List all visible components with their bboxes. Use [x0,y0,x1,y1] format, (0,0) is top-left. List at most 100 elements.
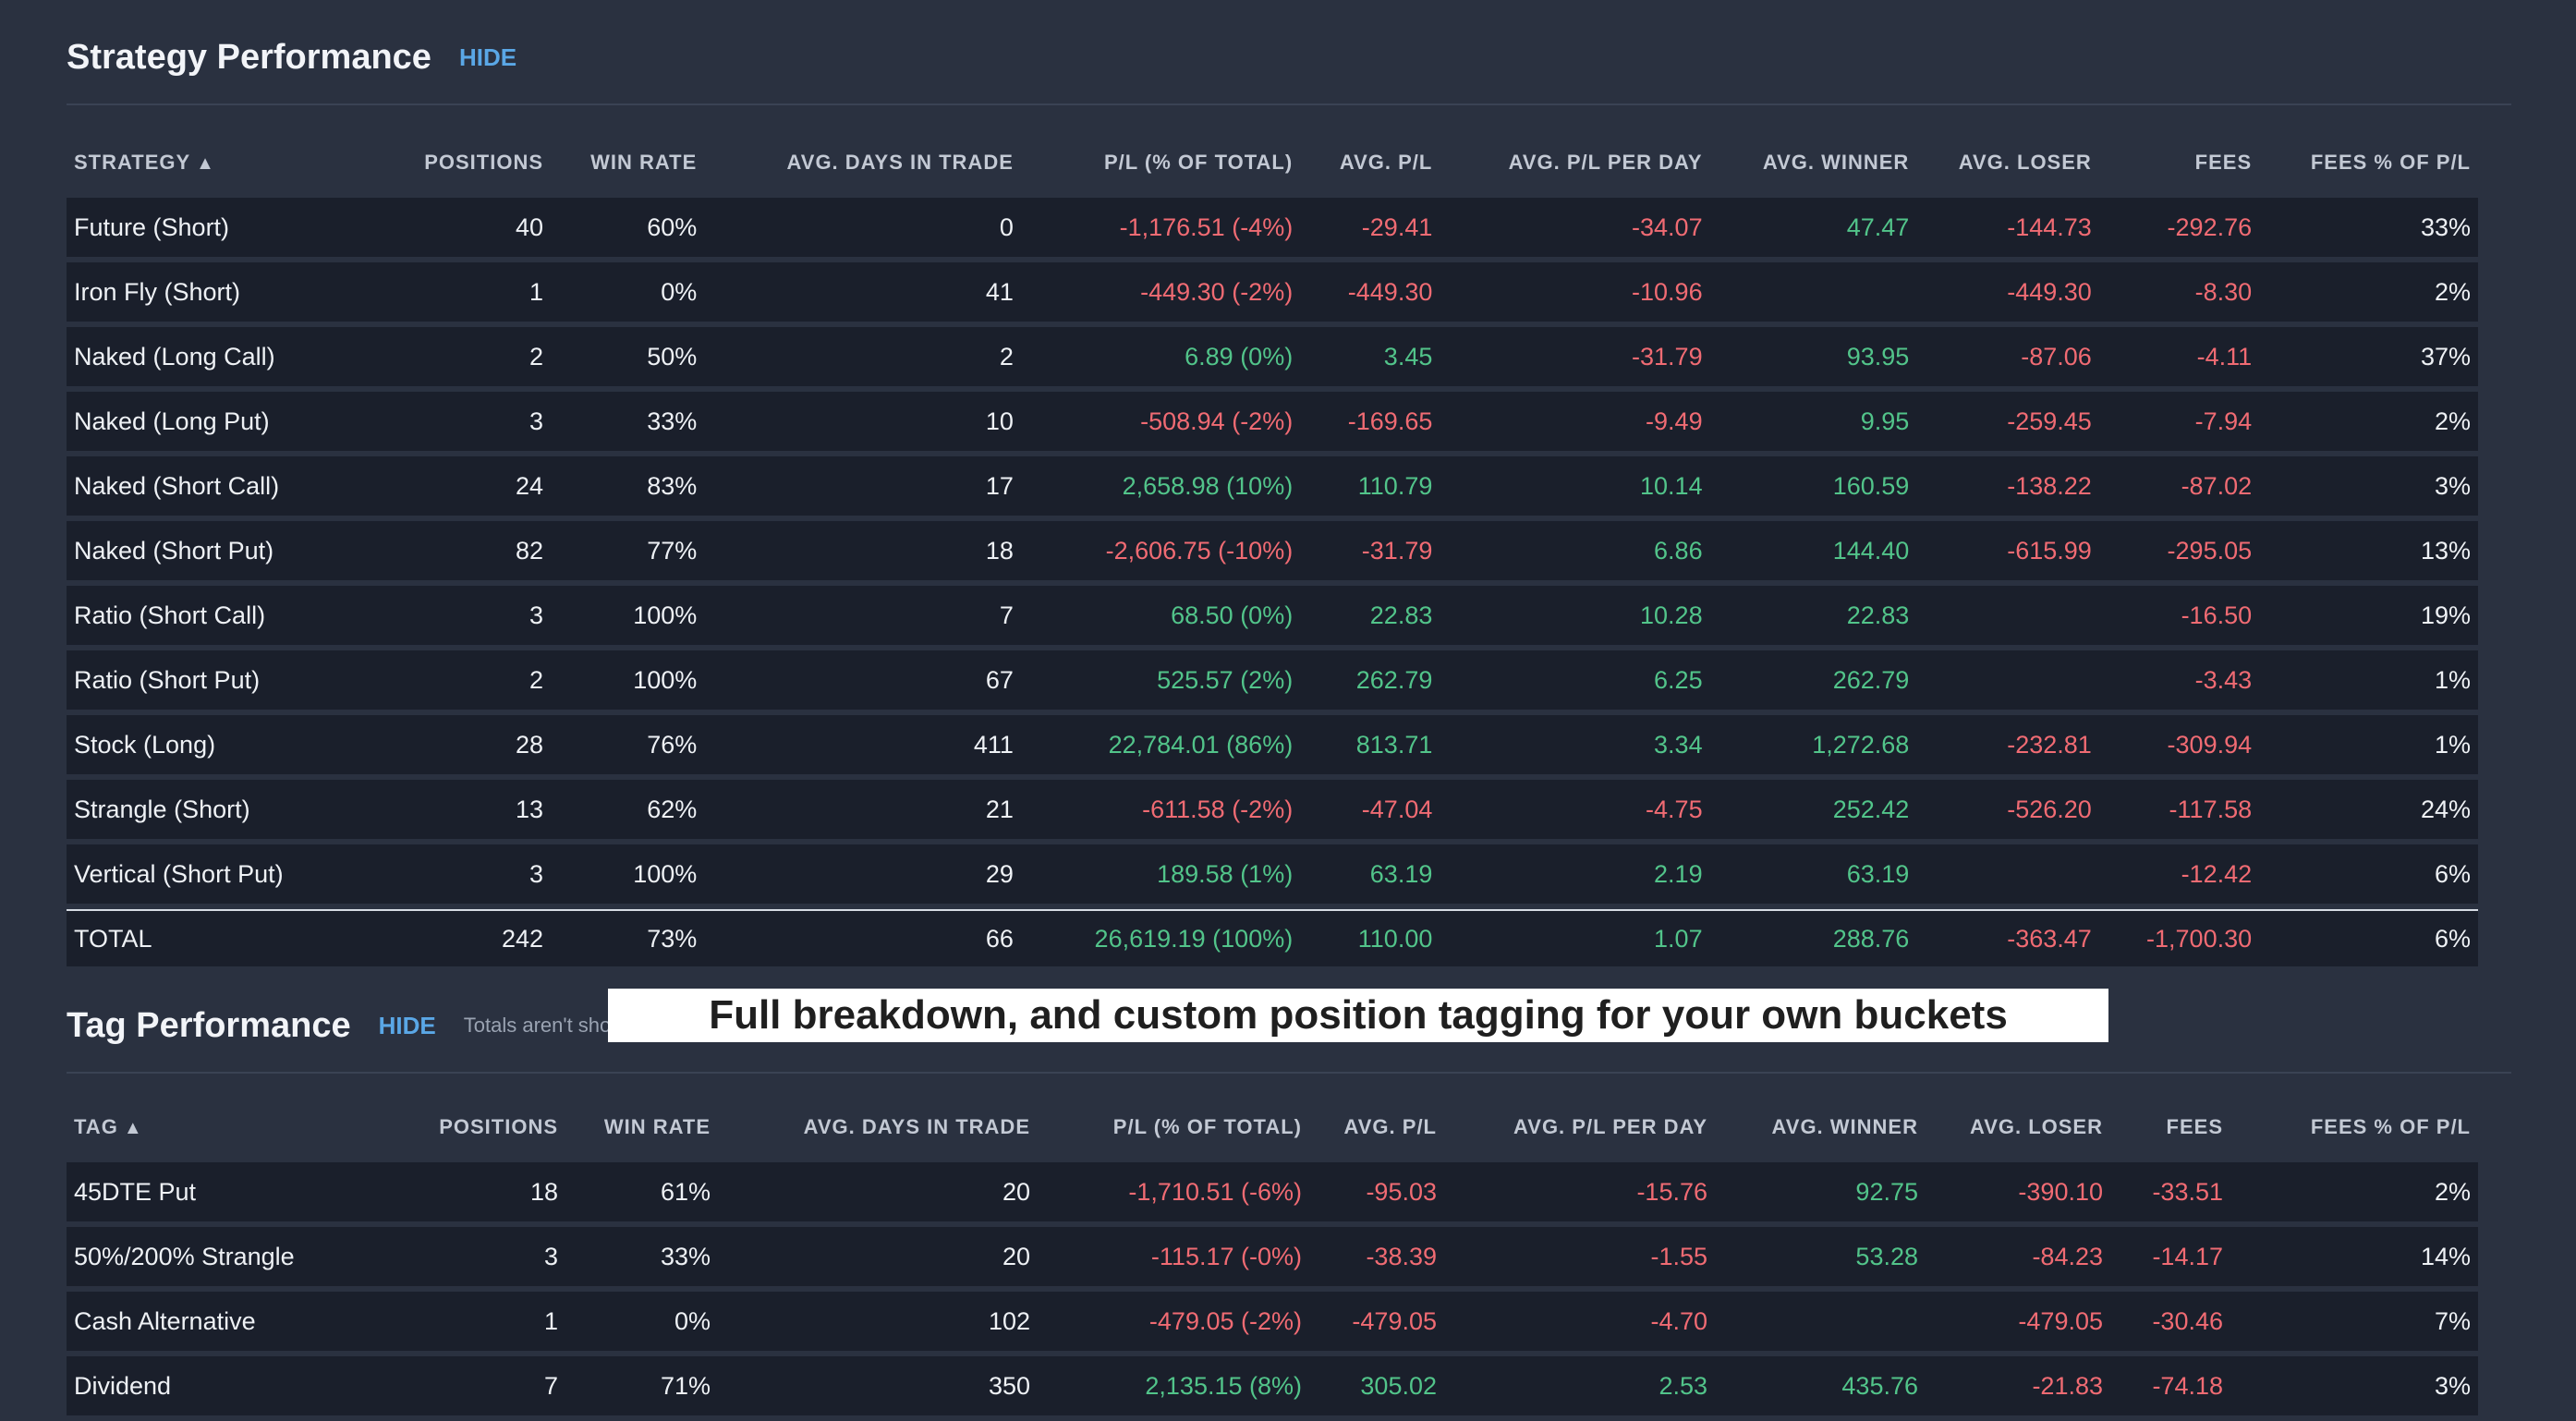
cell-avg-days: 29 [704,844,1021,904]
tag-header-row: TAG ▲ POSITIONS WIN RATE AVG. DAYS IN TRADE P… [67,1098,2478,1157]
strategy-header-win-rate[interactable]: WIN RATE [551,133,704,192]
tag-header-positions[interactable]: POSITIONS [381,1098,565,1157]
cell-name: Dividend [67,1356,381,1415]
tag-header-win-rate[interactable]: WIN RATE [565,1098,718,1157]
strategy-row[interactable]: Stock (Long) 28 76% 411 22,784.01 (86%) 813.7… [67,715,2478,774]
strategy-header-name[interactable]: STRATEGY ▲ [67,133,383,192]
cell-avg-days: 20 [718,1227,1038,1286]
cell-avg-pl-per-day: -15.76 [1444,1162,1715,1221]
cell-avg-days: 17 [704,456,1021,516]
cell-pl: 6.89 (0%) [1020,327,1301,386]
cell-avg-loser: -615.99 [1916,521,2099,580]
cell-fees: -4.11 [2098,327,2260,386]
cell-avg-winner: 9.95 [1709,392,1917,451]
strategy-row[interactable]: Iron Fly (Short) 1 0% 41 -449.30 (-2%) -449.3… [67,262,2478,322]
cell-name: Naked (Short Call) [67,456,383,516]
cell-fees-pct: 2% [2259,392,2478,451]
cell-avg-pl: 262.79 [1300,650,1440,710]
cell-fees: -292.76 [2098,198,2260,257]
strategy-header-fees[interactable]: FEES [2099,133,2259,192]
cell-name: Stock (Long) [67,715,383,774]
cell-pl: -449.30 (-2%) [1020,262,1301,322]
strategy-section-header: Strategy Performance HIDE [67,11,2511,105]
tag-header-fees[interactable]: FEES [2110,1098,2230,1157]
tag-header-pl[interactable]: P/L (% OF TOTAL) [1038,1098,1309,1157]
cell-positions: 18 [381,1162,565,1221]
tag-performance-section: Tag Performance HIDE Totals aren't sho T… [67,979,2511,1421]
strategy-header-positions[interactable]: POSITIONS [383,133,551,192]
tag-hide-button[interactable]: HIDE [378,1011,436,1039]
tag-header-avg-days[interactable]: AVG. DAYS IN TRADE [718,1098,1038,1157]
strategy-header-avg-pl-per-day[interactable]: AVG. P/L PER DAY [1440,133,1709,192]
header-label: AVG. P/L PER DAY [1508,151,1703,174]
cell-pl: -479.05 (-2%) [1038,1292,1309,1351]
strategy-row[interactable]: Naked (Short Call) 24 83% 17 2,658.98 (10%) 1… [67,456,2478,516]
tag-table: TAG ▲ POSITIONS WIN RATE AVG. DAYS IN TRADE P… [67,1092,2478,1421]
cell-fees: -8.30 [2098,262,2260,322]
cell-win-rate: 50% [551,327,705,386]
strategy-header-avg-pl[interactable]: AVG. P/L [1300,133,1440,192]
cell-avg-days: 20 [718,1162,1038,1221]
tag-row[interactable]: 45DTE Put 18 61% 20 -1,710.51 (-6%) -95.03 -15… [67,1162,2478,1221]
cell-fees-pct: 24% [2259,780,2478,839]
strategy-header-row: STRATEGY ▲ POSITIONS WIN RATE AVG. DAYS IN T… [67,133,2478,192]
cell-avg-loser: -449.30 [1916,262,2099,322]
tag-header-avg-pl-per-day[interactable]: AVG. P/L PER DAY [1444,1098,1715,1157]
cell-avg-loser: -232.81 [1916,715,2099,774]
strategy-row[interactable]: Vertical (Short Put) 3 100% 29 189.58 (1%) 63… [67,844,2478,904]
tag-row[interactable]: Cash Alternative 1 0% 102 -479.05 (-2%) -479.… [67,1292,2478,1351]
cell-fees-pct: 3% [2259,456,2478,516]
cell-fees-pct: 37% [2259,327,2478,386]
cell-avg-pl: -47.04 [1300,780,1440,839]
strategy-row[interactable]: Naked (Short Put) 82 77% 18 -2,606.75 (-10%)… [67,521,2478,580]
cell-avg-days: 66 [704,909,1021,966]
strategy-row[interactable]: Strangle (Short) 13 62% 21 -611.58 (-2%) -47.… [67,780,2478,839]
strategy-header-avg-days[interactable]: AVG. DAYS IN TRADE [704,133,1021,192]
strategy-header-avg-loser[interactable]: AVG. LOSER [1916,133,2099,192]
strategy-row[interactable]: Future (Short) 40 60% 0 -1,176.51 (-4%) -29.4… [67,198,2478,257]
tag-header-avg-winner[interactable]: AVG. WINNER [1715,1098,1926,1157]
cell-name: 45DTE Put [67,1162,381,1221]
strategy-hide-button[interactable]: HIDE [458,43,517,71]
cell-name: Strangle (Short) [67,780,383,839]
strategy-header-avg-winner[interactable]: AVG. WINNER [1710,133,1917,192]
cell-avg-loser: -390.10 [1926,1162,2110,1221]
strategy-row[interactable]: Naked (Long Call) 2 50% 2 6.89 (0%) 3.45 -31.7… [67,327,2478,386]
cell-fees: -30.46 [2110,1292,2230,1351]
cell-avg-pl: -95.03 [1309,1162,1444,1221]
cell-avg-days: 411 [704,715,1021,774]
tag-row[interactable]: Dividend 7 71% 350 2,135.15 (8%) 305.02 2.53 43… [67,1356,2478,1415]
cell-avg-winner: 262.79 [1709,650,1917,710]
cell-avg-pl-per-day: -1.55 [1444,1227,1715,1286]
strategy-total-row[interactable]: TOTAL 242 73% 66 26,619.19 (100%) 110.00 1.07 2… [67,909,2478,966]
tag-row[interactable]: 50%/200% Strangle 3 33% 20 -115.17 (-0%) -38.… [67,1227,2478,1286]
cell-name: Naked (Short Put) [67,521,383,580]
cell-avg-winner [1715,1292,1926,1351]
cell-avg-pl-per-day: -10.96 [1440,262,1710,322]
tag-header-avg-loser[interactable]: AVG. LOSER [1926,1098,2110,1157]
cell-win-rate: 73% [551,909,705,966]
cell-avg-days: 18 [704,521,1021,580]
strategy-header-fees-pct[interactable]: FEES % OF P/L [2259,133,2478,192]
strategy-row[interactable]: Ratio (Short Call) 3 100% 7 68.50 (0%) 22.83 1… [67,586,2478,645]
cell-avg-pl-per-day: 2.19 [1440,844,1710,904]
cell-positions: 13 [383,780,551,839]
strategy-row[interactable]: Ratio (Short Put) 2 100% 67 525.57 (2%) 262.7… [67,650,2478,710]
header-label: AVG. P/L PER DAY [1513,1115,1707,1138]
cell-fees-pct: 33% [2259,198,2478,257]
cell-win-rate: 0% [551,262,705,322]
tag-header-name[interactable]: TAG ▲ [67,1098,381,1157]
cell-win-rate: 100% [551,650,705,710]
cell-win-rate: 76% [551,715,705,774]
tag-header-avg-pl[interactable]: AVG. P/L [1309,1098,1444,1157]
strategy-row[interactable]: Naked (Long Put) 3 33% 10 -508.94 (-2%) -169.… [67,392,2478,451]
tag-section-header: Tag Performance HIDE Totals aren't sho [67,979,2511,1074]
cell-positions: 242 [383,909,551,966]
tag-header-fees-pct[interactable]: FEES % OF P/L [2230,1098,2478,1157]
cell-avg-loser: -84.23 [1926,1227,2110,1286]
header-label: AVG. P/L [1343,1115,1437,1138]
cell-pl: 22,784.01 (86%) [1020,715,1301,774]
cell-avg-days: 7 [704,586,1021,645]
strategy-header-pl[interactable]: P/L (% OF TOTAL) [1021,133,1300,192]
header-label: FEES % OF P/L [2310,1115,2471,1138]
